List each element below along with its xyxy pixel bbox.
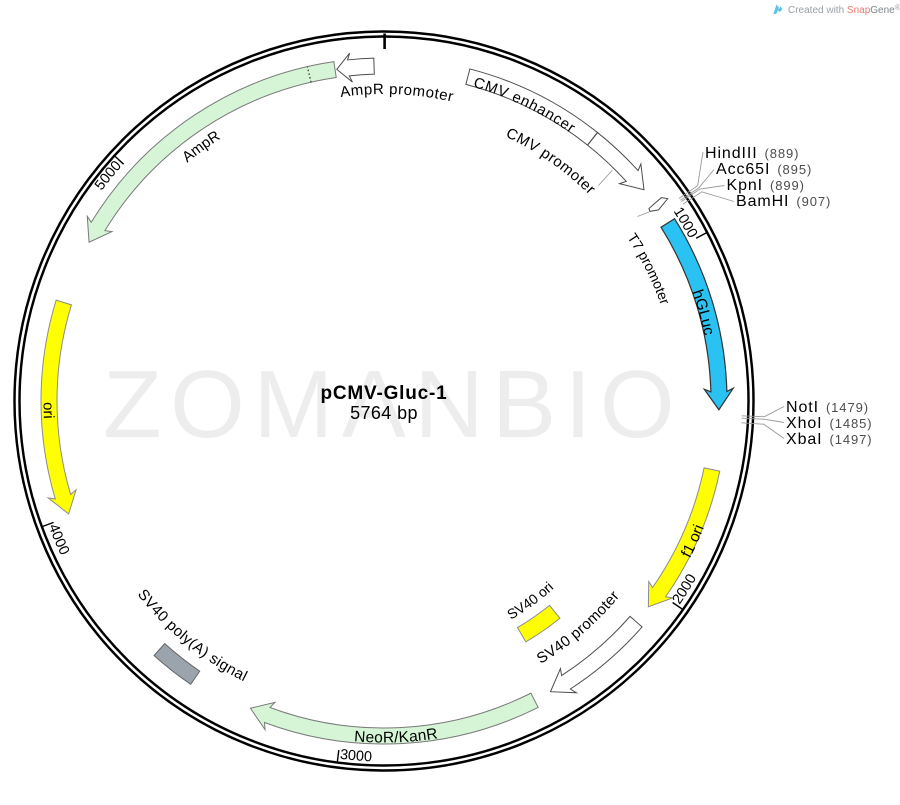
svg-text:NotI(1479): NotI (1479) (786, 399, 869, 416)
svg-text:XbaI(1497): XbaI (1497) (786, 431, 873, 448)
svg-text:HindIII(889): HindIII (889) (705, 145, 799, 162)
svg-text:NeoR/KanR: NeoR/KanR (354, 725, 439, 746)
svg-text:3000: 3000 (339, 747, 372, 765)
svg-text:XhoI(1485): XhoI (1485) (786, 415, 873, 432)
svg-text:Created with SnapGene®: Created with SnapGene® (788, 3, 900, 16)
svg-text:Acc65I(895): Acc65I (895) (716, 161, 812, 178)
svg-text:ori: ori (39, 402, 56, 419)
svg-text:BamHI(907): BamHI (907) (736, 193, 831, 210)
svg-text:ZOMANBIO: ZOMANBIO (103, 351, 683, 458)
svg-text:pCMV-Gluc-1: pCMV-Gluc-1 (320, 383, 447, 404)
svg-text:5764 bp: 5764 bp (350, 403, 418, 423)
